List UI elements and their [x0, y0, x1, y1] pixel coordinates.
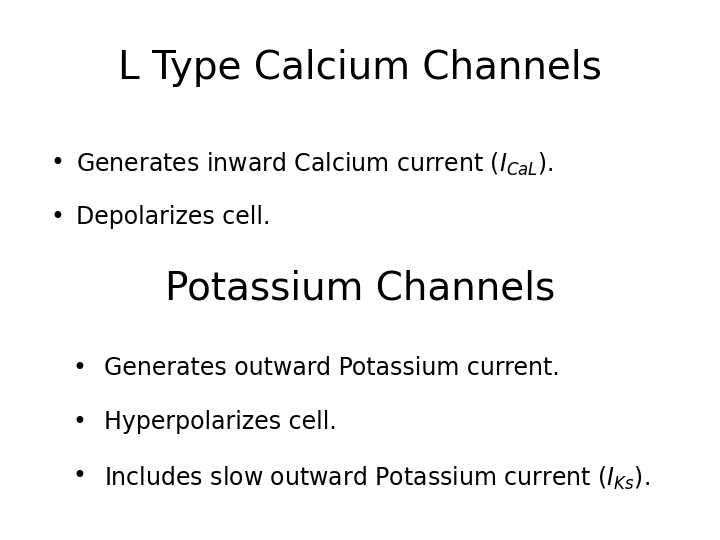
Text: Depolarizes cell.: Depolarizes cell.	[76, 205, 270, 229]
Text: •: •	[50, 151, 64, 175]
Text: Hyperpolarizes cell.: Hyperpolarizes cell.	[104, 410, 337, 434]
Text: Generates inward Calcium current ($I_{CaL}$).: Generates inward Calcium current ($I_{Ca…	[76, 151, 554, 178]
Text: •: •	[50, 205, 64, 229]
Text: •: •	[72, 410, 86, 434]
Text: •: •	[72, 464, 86, 488]
Text: •: •	[72, 356, 86, 380]
Text: L Type Calcium Channels: L Type Calcium Channels	[118, 49, 602, 86]
Text: Includes slow outward Potassium current ($I_{Ks}$).: Includes slow outward Potassium current …	[104, 464, 650, 491]
Text: Potassium Channels: Potassium Channels	[165, 270, 555, 308]
Text: Generates outward Potassium current.: Generates outward Potassium current.	[104, 356, 560, 380]
